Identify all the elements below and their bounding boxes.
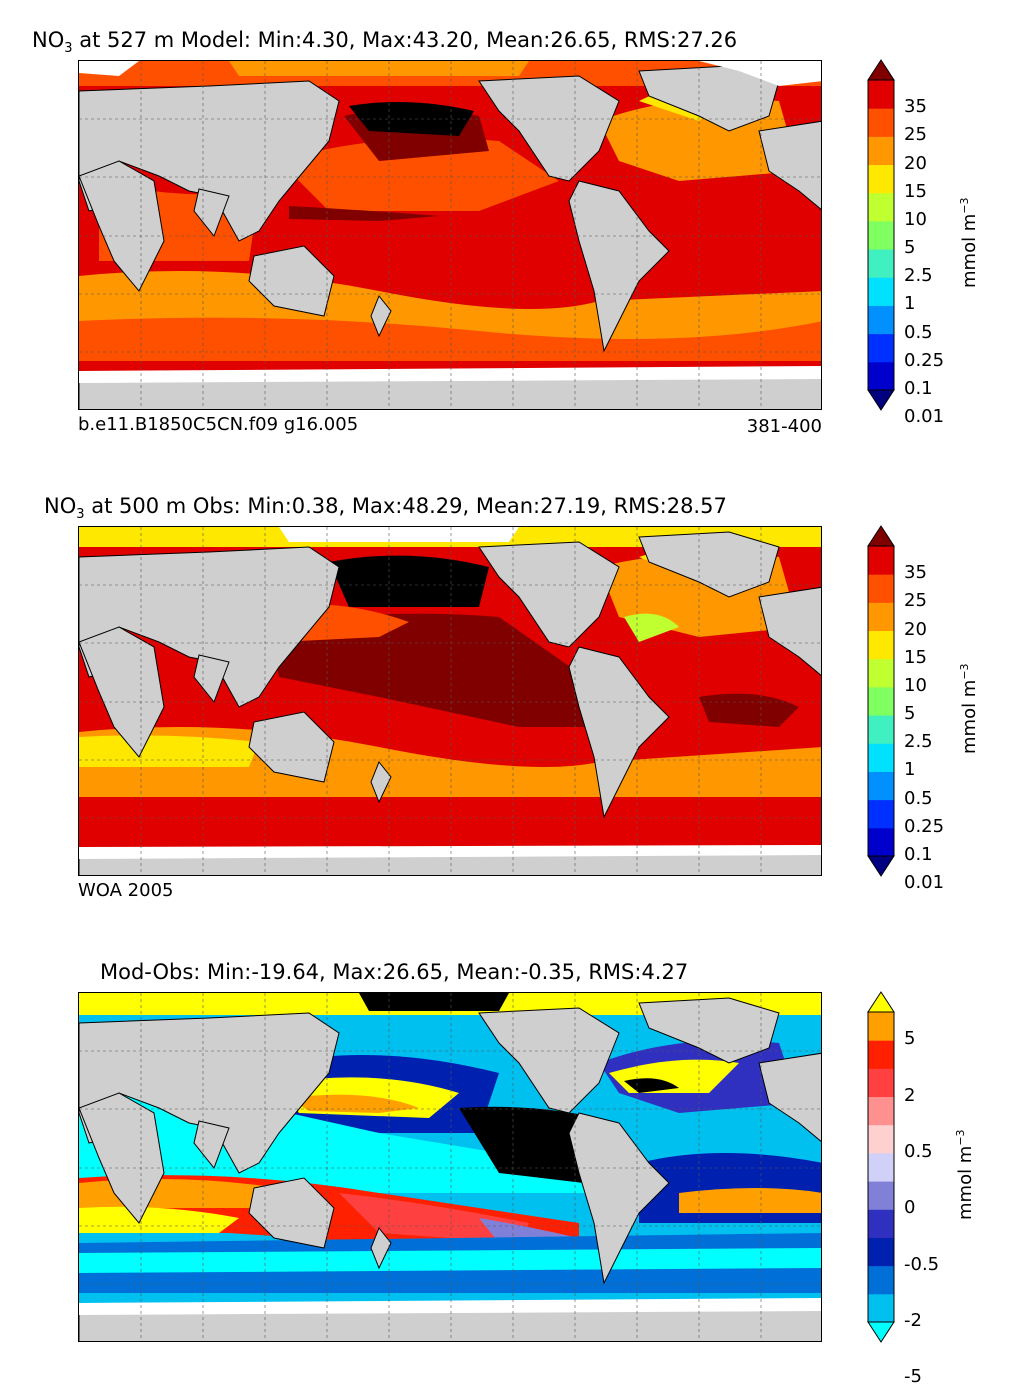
colorbar-segment: [868, 715, 894, 744]
colorbar-extend-high: [867, 991, 895, 1013]
colorbar-segment: [868, 333, 894, 363]
diff-colorbar: [867, 991, 895, 1343]
colorbar-segment: [868, 1293, 894, 1323]
colorbar-segment: [868, 305, 894, 335]
colorbar-tick-label: 0.1: [904, 844, 933, 865]
diff-map-canvas: [79, 993, 821, 1341]
obs-map-canvas: [79, 527, 821, 875]
colorbar-tick-label: 1: [904, 759, 916, 781]
model-map-canvas: [79, 61, 821, 409]
diff-units: mmol m−3: [954, 1129, 976, 1220]
colorbar-segment: [868, 743, 894, 772]
colorbar-segment: [868, 1012, 894, 1041]
colorbar-tick-label: 25: [904, 124, 927, 146]
colorbar-tick-label: 2: [904, 1084, 916, 1106]
colorbar-tick-label: 20: [904, 152, 927, 174]
obs-title: NO3 at 500 m Obs: Min:0.38, Max:48.29, M…: [44, 494, 727, 523]
colorbar-segment: [868, 192, 894, 222]
colorbar-segment: [868, 602, 894, 632]
colorbar-tick-label: 15: [904, 180, 927, 202]
colorbar-tick-label: 0.5: [904, 1140, 933, 1162]
colorbar-segment: [868, 108, 894, 137]
colorbar-tick-label: -5: [904, 1366, 922, 1387]
colorbar-segment: [868, 799, 894, 829]
colorbar-segment: [868, 249, 894, 278]
obs-caption-left: WOA 2005: [78, 880, 174, 901]
colorbar-segment: [868, 1040, 894, 1069]
diff-title: Mod-Obs: Min:-19.64, Max:26.65, Mean:-0.…: [100, 960, 689, 984]
colorbar-segment: [868, 546, 894, 575]
colorbar-extend-high: [867, 59, 895, 81]
obs-map: [78, 526, 822, 876]
model-title: NO3 at 527 m Model: Min:4.30, Max:43.20,…: [32, 28, 738, 57]
colorbar-segment: [868, 80, 894, 109]
colorbar-segment: [868, 1209, 894, 1238]
colorbar-tick-label: 35: [904, 562, 927, 584]
colorbar-segment: [868, 1265, 894, 1295]
colorbar-segment: [868, 1096, 894, 1126]
colorbar-tick-label: 35: [904, 96, 927, 118]
colorbar-segment: [868, 1152, 894, 1182]
colorbar-tick-label: -2: [904, 1310, 922, 1331]
obs-colorbar: [867, 525, 895, 877]
colorbar-segment: [868, 361, 894, 391]
colorbar-tick-label: 5: [904, 1028, 916, 1050]
colorbar-segment: [868, 658, 894, 688]
colorbar-segment: [868, 574, 894, 603]
colorbar-tick-label: 0.25: [904, 349, 945, 371]
colorbar-tick-label: 0.1: [904, 378, 933, 399]
colorbar-tick-label: 10: [904, 208, 927, 230]
colorbar-segment: [868, 1068, 894, 1098]
colorbar-tick-label: 2.5: [904, 265, 933, 287]
colorbar-tick-label: 0: [904, 1197, 916, 1219]
model-caption-right: 381-400: [746, 416, 822, 437]
colorbar-segment: [868, 1181, 894, 1210]
model-colorbar: [867, 59, 895, 411]
colorbar-extend-low: [867, 1321, 895, 1343]
model-caption-left: b.e11.B1850C5CN.f09 g16.005: [78, 414, 359, 435]
colorbar-segment: [868, 827, 894, 857]
model-units: mmol m−3: [958, 197, 980, 288]
colorbar-tick-label: 10: [904, 674, 927, 696]
colorbar-tick-label: 0.01: [904, 872, 945, 894]
diff-map: [78, 992, 822, 1342]
colorbar-segment: [868, 771, 894, 801]
colorbar-tick-label: 25: [904, 590, 927, 612]
colorbar-segment: [868, 220, 894, 250]
colorbar-extend-high: [867, 525, 895, 547]
colorbar-tick-label: 0.5: [904, 787, 933, 809]
colorbar-extend-low: [867, 855, 895, 877]
colorbar-tick-label: -0.5: [904, 1253, 940, 1275]
colorbar-tick-label: 20: [904, 618, 927, 640]
colorbar-tick-label: 5: [904, 237, 916, 259]
obs-units: mmol m−3: [958, 663, 980, 754]
colorbar-segment: [868, 277, 894, 306]
colorbar-extend-low: [867, 389, 895, 411]
colorbar-segment: [868, 686, 894, 716]
colorbar-segment: [868, 164, 894, 194]
colorbar-segment: [868, 1124, 894, 1154]
colorbar-segment: [868, 1237, 894, 1267]
colorbar-tick-label: 0.25: [904, 815, 945, 837]
colorbar-tick-label: 0.5: [904, 321, 933, 343]
colorbar-tick-label: 0.01: [904, 406, 945, 428]
colorbar-segment: [868, 630, 894, 660]
model-map: [78, 60, 822, 410]
colorbar-tick-label: 5: [904, 703, 916, 725]
colorbar-tick-label: 1: [904, 293, 916, 315]
colorbar-tick-label: 15: [904, 646, 927, 668]
colorbar-segment: [868, 136, 894, 166]
colorbar-tick-label: 2.5: [904, 731, 933, 753]
